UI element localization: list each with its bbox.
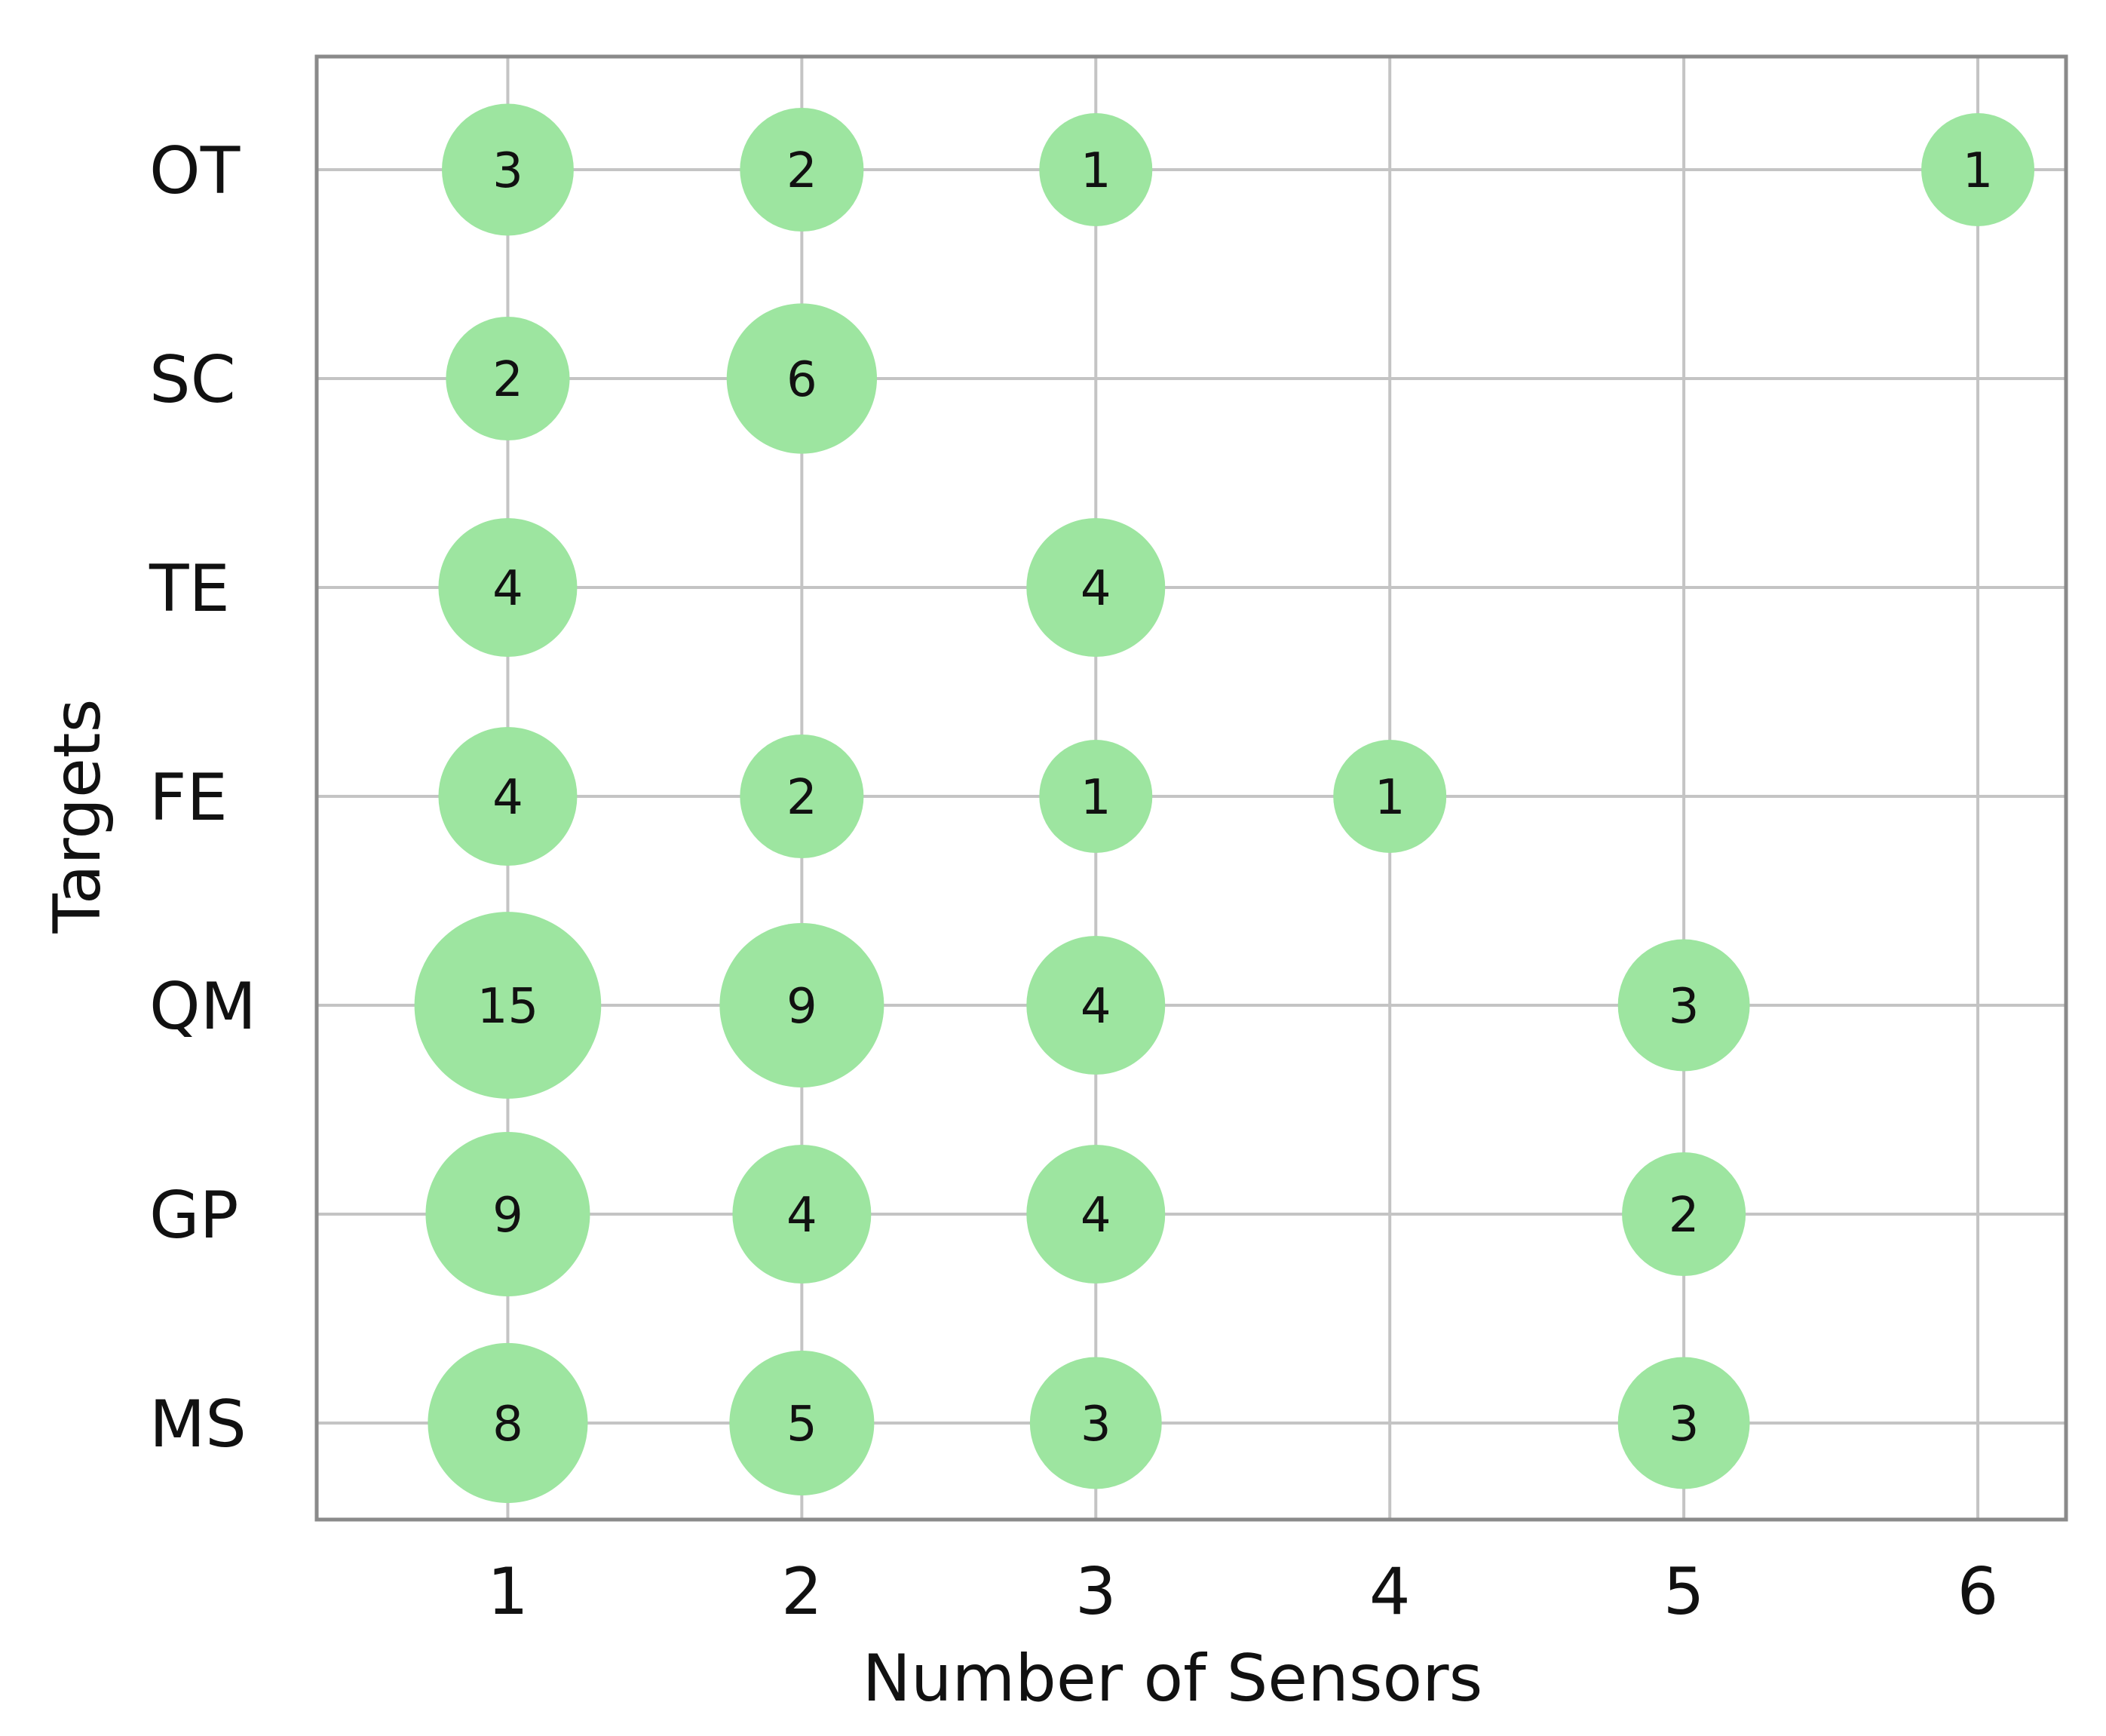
bubble-circle: [428, 1342, 588, 1504]
y-tick-label: FE: [149, 760, 228, 836]
bubble-circle: [425, 1132, 590, 1296]
bubble: 2: [740, 734, 864, 859]
bubble: 1: [1039, 113, 1153, 226]
bubble-circle: [1333, 740, 1447, 853]
bubble-label: 9: [492, 1188, 523, 1244]
bubble: 4: [1026, 1145, 1166, 1284]
bubble: 5: [729, 1350, 875, 1496]
bubble-label: 1: [1081, 143, 1111, 199]
bubble-circle: [740, 107, 864, 232]
bubble-label: 15: [477, 979, 538, 1035]
bubble: 9: [719, 923, 884, 1087]
bubble: 4: [1026, 936, 1166, 1075]
bubble: 3: [442, 103, 574, 236]
bubble-circle: [1617, 939, 1750, 1072]
bubble-label: 5: [786, 1397, 817, 1452]
bubble: 4: [438, 727, 578, 866]
bubble: 4: [1026, 518, 1166, 657]
bubble-circle: [719, 923, 884, 1087]
bubble-label: 2: [786, 770, 817, 826]
bubbles: 3 2 1 1 2 6 4 4 4 2 1 1 15 9 4 3 9 4 4 2 8 5 3 3: [414, 103, 2035, 1504]
bubble: 3: [1617, 939, 1750, 1072]
bubble-circle: [732, 1145, 872, 1284]
bubble-circle: [740, 734, 864, 859]
bubble: 4: [732, 1145, 872, 1284]
bubble-circle: [442, 103, 574, 236]
bubble-label: 3: [1669, 979, 1700, 1035]
bubble: 6: [726, 303, 878, 454]
bubble: 1: [1333, 740, 1447, 853]
bubble-circle: [438, 518, 578, 657]
bubble-label: 4: [1081, 561, 1111, 617]
bubble-circle: [1026, 936, 1166, 1075]
bubble-label: 1: [1375, 770, 1406, 826]
bubble: 2: [740, 107, 864, 232]
bubble: 15: [414, 912, 602, 1099]
y-tick-label: GP: [149, 1178, 239, 1253]
bubble-circle: [1029, 1357, 1162, 1489]
bubble-label: 2: [1669, 1188, 1700, 1244]
bubble: 3: [1029, 1357, 1162, 1489]
bubble-label: 3: [1081, 1397, 1111, 1452]
bubble-circle: [1617, 1357, 1750, 1489]
bubble-label: 8: [492, 1397, 523, 1452]
bubble-label: 4: [786, 1188, 817, 1244]
bubble-label: 2: [786, 143, 817, 199]
bubble-label: 4: [1081, 979, 1111, 1035]
grid-lines: [317, 57, 2066, 1520]
bubble-label: 1: [1081, 770, 1111, 826]
x-tick-labels: 1 2 3 4 5 6: [487, 1554, 1998, 1630]
bubble-circle: [414, 912, 602, 1099]
x-tick-label: 3: [1075, 1554, 1117, 1630]
bubble: 8: [428, 1342, 588, 1504]
bubble-label: 6: [786, 352, 817, 408]
bubble-label: 3: [1669, 1397, 1700, 1452]
bubble-label: 1: [1963, 143, 1994, 199]
y-tick-label: QM: [149, 969, 256, 1044]
bubble-circle: [438, 727, 578, 866]
y-tick-label: MS: [149, 1387, 247, 1462]
x-tick-label: 2: [781, 1554, 823, 1630]
x-tick-label: 4: [1369, 1554, 1411, 1630]
bubble-label: 4: [492, 770, 523, 826]
bubble-circle: [446, 316, 570, 441]
y-tick-label: OT: [149, 133, 241, 209]
bubble-circle: [1026, 1145, 1166, 1284]
bubble: 3: [1617, 1357, 1750, 1489]
bubble-circle: [729, 1350, 875, 1496]
bubble: 1: [1921, 113, 2035, 226]
bubble-circle: [1039, 113, 1153, 226]
bubble: 9: [425, 1132, 590, 1296]
bubble-label: 3: [492, 143, 523, 199]
y-tick-label: SC: [149, 342, 236, 418]
bubble: 1: [1039, 740, 1153, 853]
bubble-label: 4: [1081, 1188, 1111, 1244]
bubble: 2: [446, 316, 570, 441]
bubble-circle: [1039, 740, 1153, 853]
y-tick-labels: OT SC TE FE QM GP MS: [149, 133, 256, 1462]
plot-frame: [314, 54, 2068, 1522]
bubble-circle: [1921, 113, 2035, 226]
bubble: 4: [438, 518, 578, 657]
y-axis-label: Targets: [40, 699, 115, 934]
bubble-circle: [1026, 518, 1166, 657]
bubble: 2: [1622, 1152, 1746, 1277]
x-tick-label: 1: [487, 1554, 529, 1630]
bubble-circle: [726, 303, 878, 454]
x-tick-label: 6: [1957, 1554, 1999, 1630]
bubble-label: 2: [492, 352, 523, 408]
y-tick-label: TE: [149, 551, 230, 627]
bubble-circle: [1622, 1152, 1746, 1277]
x-axis-label: Number of Sensors: [863, 1641, 1483, 1716]
x-tick-label: 5: [1663, 1554, 1705, 1630]
bubble-label: 4: [492, 561, 523, 617]
bubble-label: 9: [786, 979, 817, 1035]
